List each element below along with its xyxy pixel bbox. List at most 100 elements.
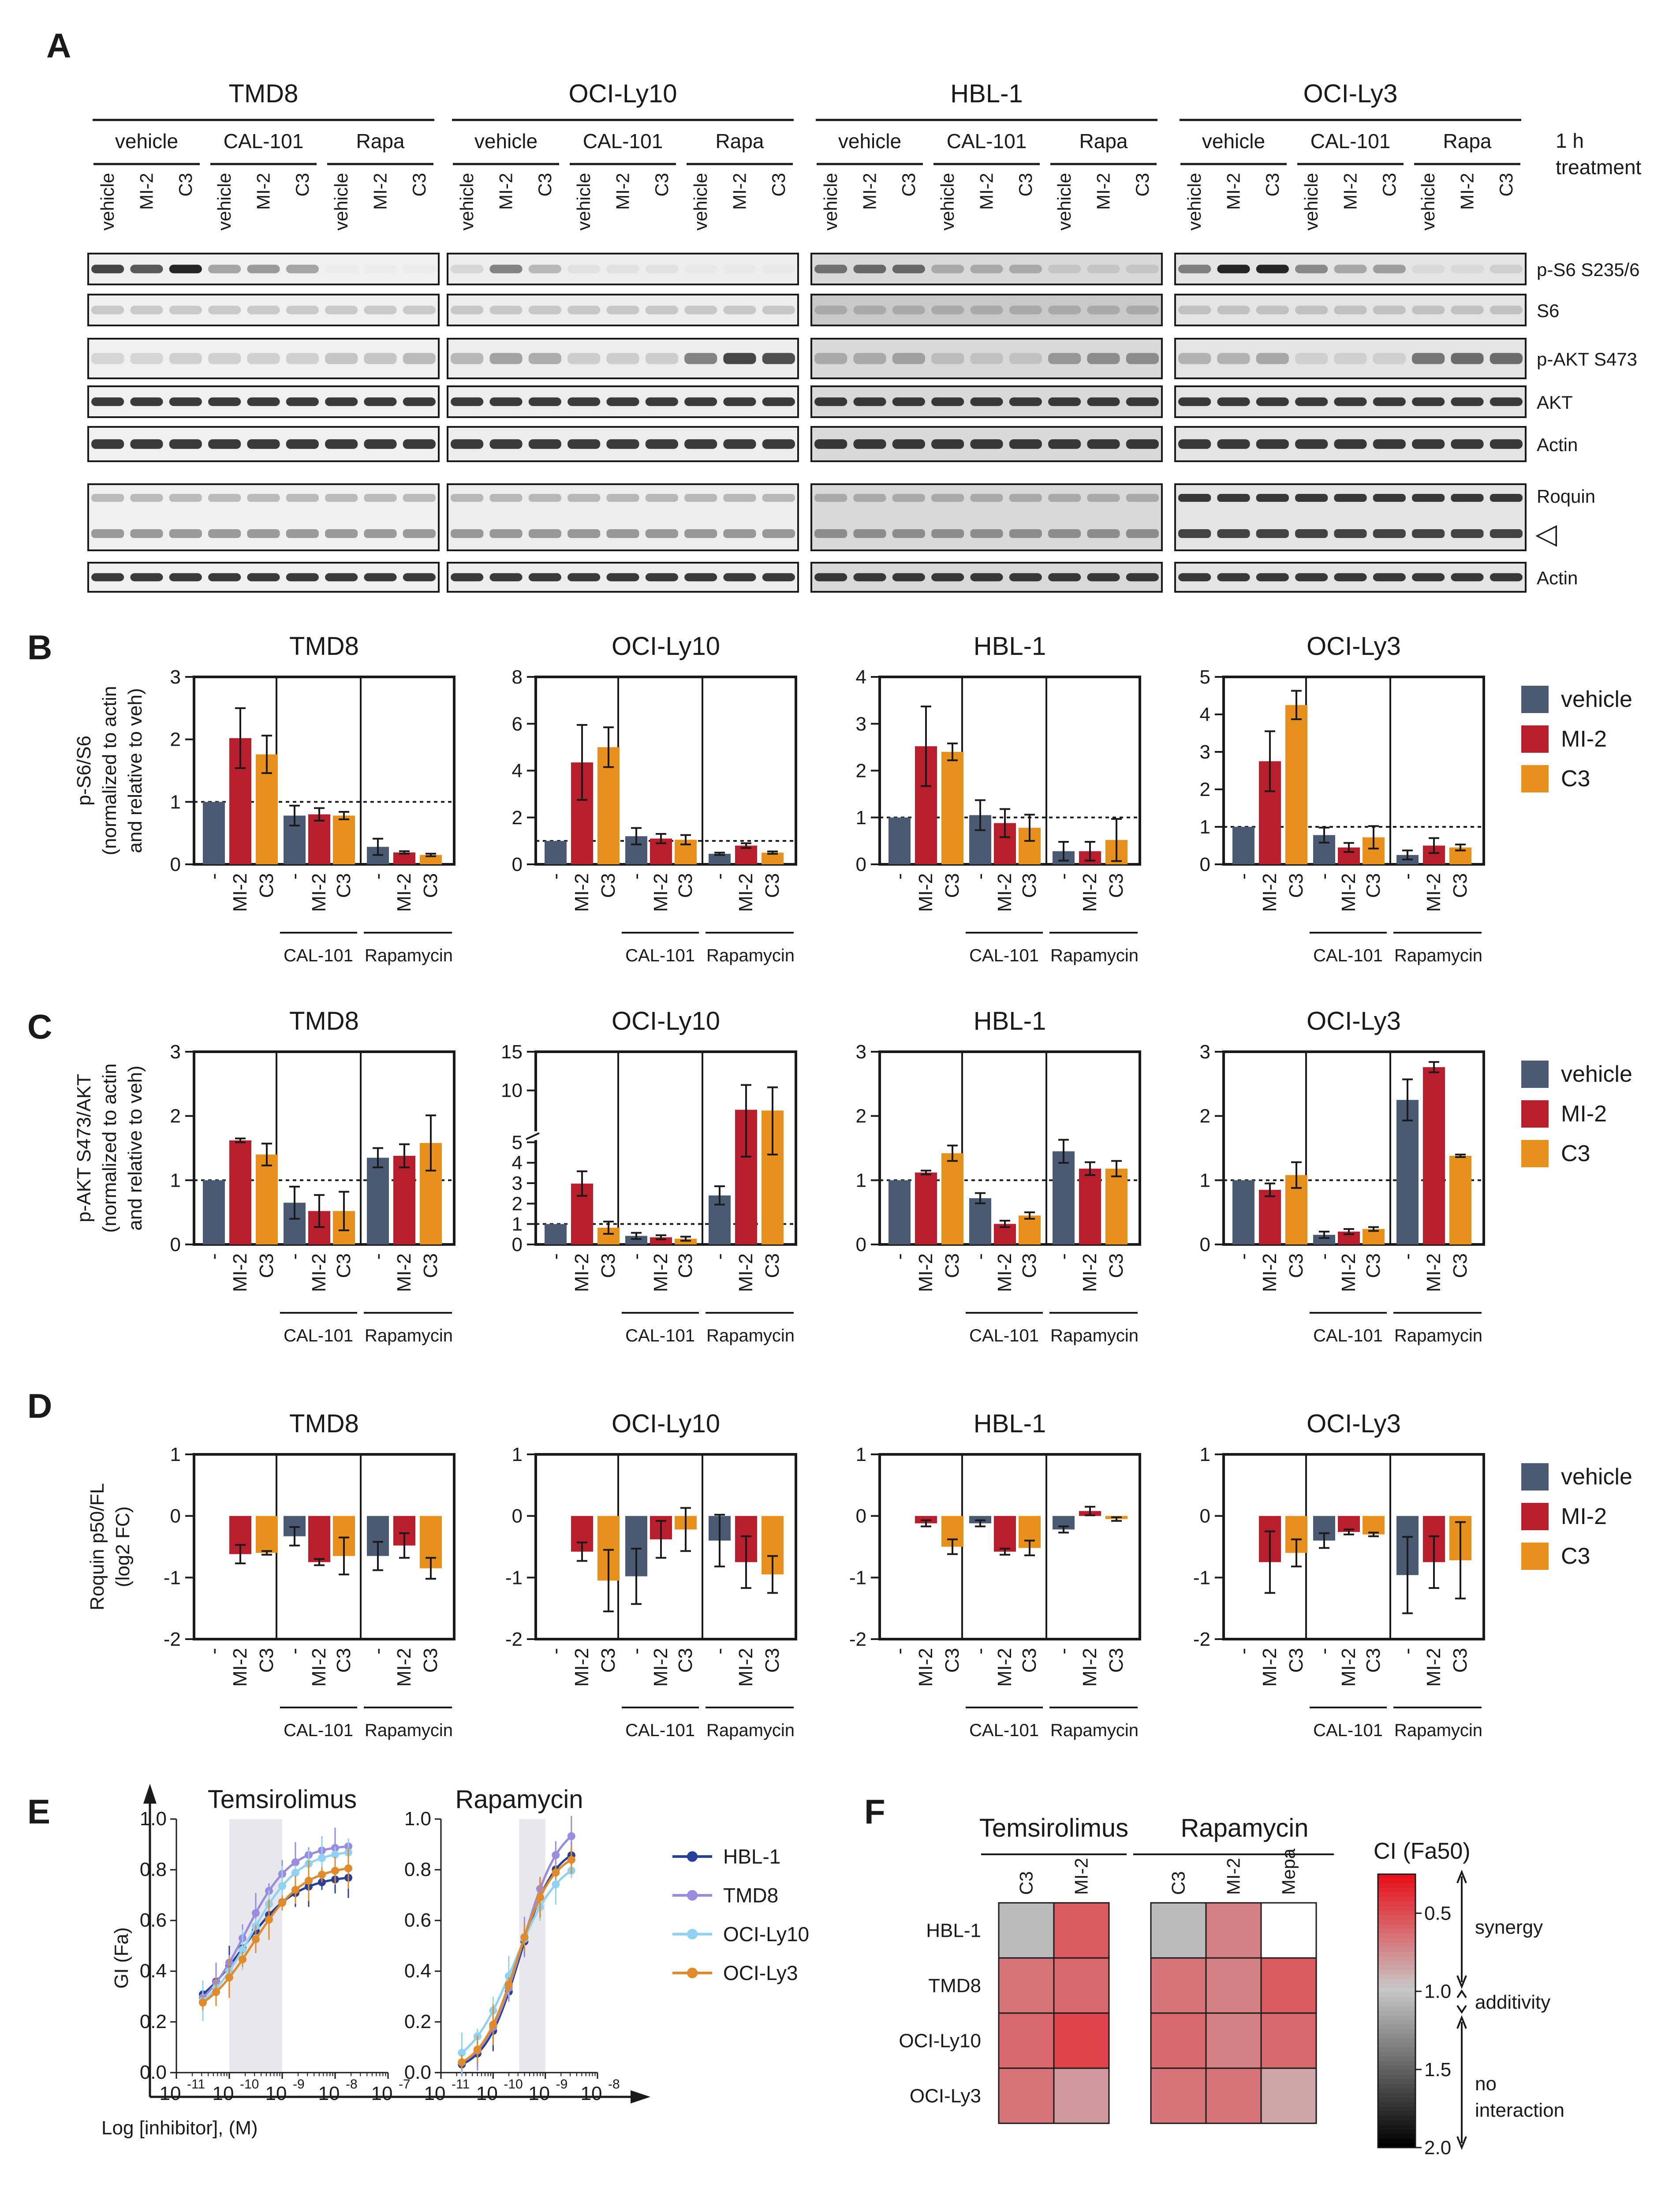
blot-band (325, 265, 358, 273)
blot-band-roquin-p50 (1412, 529, 1445, 538)
bar (1396, 1100, 1419, 1244)
blot-lane-label: MI-2 (612, 173, 633, 210)
blot-band (684, 573, 717, 582)
blot-band-roquin-p50 (567, 529, 601, 538)
blot-membrane (810, 294, 1163, 326)
blot-lane-label: MI-2 (496, 173, 516, 210)
blot-band (1009, 353, 1042, 364)
bar-category-label: C3 (1105, 1648, 1127, 1673)
panel-label-a: A (46, 26, 71, 65)
blot-band (169, 353, 202, 364)
group-label: CAL-101 (969, 946, 1039, 965)
legend-swatch (1521, 1140, 1549, 1167)
bar-category-label: - (709, 873, 730, 880)
blot-band (130, 353, 163, 364)
blot-band (1451, 397, 1484, 406)
e-data-point (291, 1886, 299, 1894)
e-data-point (552, 1851, 560, 1859)
f-colorbar-step (1378, 2111, 1415, 2116)
blot-treatment-label: Rapa (356, 130, 405, 153)
blot-band (1217, 397, 1250, 406)
legend-swatch (1521, 1463, 1549, 1491)
e-data-point (318, 1854, 326, 1862)
blot-antibody-label: Actin (1537, 568, 1578, 588)
blot-band (970, 353, 1003, 364)
bar-category-label: C3 (597, 1253, 619, 1278)
f-colorbar-step (1378, 2038, 1415, 2044)
blot-band-roquin-p50 (403, 529, 436, 538)
bar-category-label: MI-2 (571, 873, 593, 912)
y-tick-label: 4 (1200, 704, 1210, 725)
f-row-label: TMD8 (928, 1975, 981, 1997)
group-label: CAL-101 (284, 1326, 353, 1345)
blot-band (169, 439, 202, 449)
y-tick-label: -1 (849, 1567, 866, 1588)
e-x-tick-label: 10 (160, 2083, 181, 2104)
blot-band (130, 439, 163, 449)
blot-band (208, 306, 241, 314)
e-y-axis-arrow (143, 1784, 157, 1804)
blot-band (853, 306, 886, 314)
blot-band (1217, 353, 1250, 364)
y-tick-label: 3 (1200, 1041, 1210, 1063)
blot-band (169, 573, 202, 582)
bar-category-label: - (1232, 1253, 1254, 1260)
blot-band-roquin-fl (1217, 494, 1250, 502)
bar-category-label: C3 (420, 1648, 441, 1673)
blot-lane-label: C3 (768, 173, 789, 197)
blot-band (1048, 397, 1081, 406)
y-tick-label: -2 (1193, 1629, 1210, 1650)
blot-band-roquin-p50 (1048, 529, 1081, 538)
blot-band (892, 353, 925, 364)
blot-band (528, 353, 561, 364)
bar-category-label: - (1053, 873, 1074, 880)
e-legend-marker (687, 1890, 698, 1901)
blot-band-roquin-fl (286, 494, 319, 502)
f-colorbar-step (1378, 2029, 1415, 2034)
bar-category-label: - (889, 1253, 910, 1260)
f-colorbar-step (1378, 2020, 1415, 2025)
f-colorbar-step (1378, 1920, 1415, 1925)
blot-band (814, 353, 847, 364)
bar-category-label: C3 (941, 1253, 963, 1278)
blot-band (606, 353, 639, 364)
blot-cell-line-title: HBL-1 (950, 79, 1023, 108)
f-column-label: MI-2 (1223, 1858, 1244, 1895)
blot-band (1451, 573, 1484, 582)
blot-band (364, 353, 397, 364)
bar-category-label: MI-2 (1259, 1648, 1281, 1687)
blot-band (1087, 306, 1120, 314)
bar-chart-title: HBL-1 (974, 1007, 1046, 1035)
legend-label: MI-2 (1561, 1504, 1607, 1529)
f-column-group-title: Rapamycin (1180, 1814, 1308, 1842)
y-axis-label: p-AKT S473/AKT (73, 1074, 95, 1222)
e-plot-title: Temsirolimus (208, 1785, 357, 1814)
f-heatmap-cell (1150, 1957, 1207, 2014)
f-heatmap-cell (1260, 2067, 1317, 2124)
e-data-point (489, 2021, 497, 2029)
y-tick-label: 0 (1200, 1506, 1210, 1527)
y-tick-label: 0 (856, 1234, 866, 1255)
e-x-axis-label: Log [inhibitor], (M) (101, 2117, 258, 2139)
bar (1232, 1180, 1254, 1244)
y-axis-label: and relative to veh) (124, 1065, 146, 1230)
blot-band (1373, 573, 1406, 582)
bar (941, 1153, 963, 1244)
bar-category-label: C3 (333, 1253, 355, 1278)
blot-band (1256, 397, 1289, 406)
blot-band (451, 306, 484, 314)
bar-category-label: MI-2 (229, 1253, 251, 1292)
blot-treatment-label: vehicle (474, 130, 538, 153)
blot-band-roquin-fl (567, 494, 601, 502)
blot-band (1412, 573, 1445, 582)
bar-category-label: - (284, 1253, 305, 1260)
blot-band (1087, 397, 1120, 406)
blot-band (892, 306, 925, 314)
blot-band-roquin-fl (1412, 494, 1445, 502)
f-column-label: Mepa (1278, 1848, 1299, 1895)
blot-antibody-label: Actin (1537, 434, 1578, 455)
e-data-point (291, 1858, 299, 1867)
blot-lane-label: vehicle (573, 173, 594, 231)
legend-swatch (1521, 725, 1549, 753)
panel-a-western-blots: TMD8 vehicle vehicle MI-2 C3 CAL-101 vehicle MI… (87, 79, 1642, 593)
